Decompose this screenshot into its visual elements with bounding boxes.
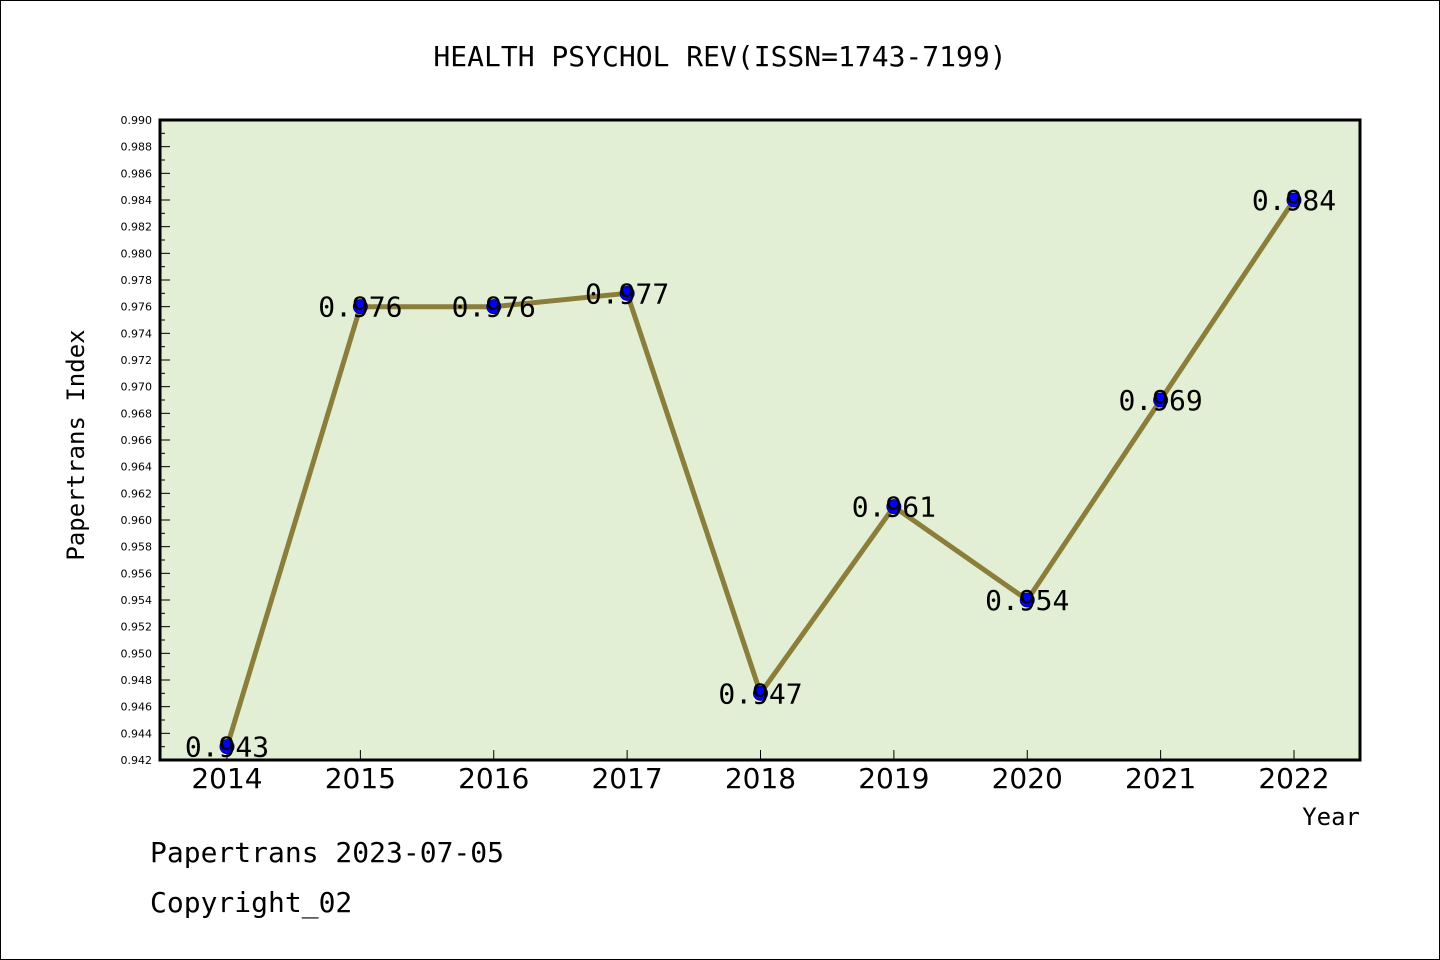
x-tick-label: 2020 bbox=[992, 762, 1063, 795]
y-tick-label: 0.984 bbox=[121, 194, 153, 207]
y-tick-label: 0.942 bbox=[121, 754, 153, 767]
chart-title: HEALTH PSYCHOL REV(ISSN=1743-7199) bbox=[433, 40, 1006, 73]
y-tick-label: 0.966 bbox=[121, 434, 153, 447]
x-tick-label: 2016 bbox=[458, 762, 529, 795]
data-label: 0.961 bbox=[852, 491, 936, 524]
data-point bbox=[1019, 592, 1035, 608]
x-axis: 2014 2015 2016 2017 2018 2019 2020 2021 2022 bbox=[191, 750, 1330, 795]
data-label: 0.947 bbox=[718, 677, 802, 710]
y-tick-label: 0.990 bbox=[121, 114, 153, 127]
data-point bbox=[619, 285, 635, 301]
footer-copyright: Copyright_02 bbox=[150, 886, 353, 919]
data-point bbox=[1286, 192, 1302, 208]
data-label: 0.969 bbox=[1118, 384, 1202, 417]
data-point bbox=[352, 299, 368, 315]
y-tick-label: 0.982 bbox=[121, 221, 153, 234]
y-tick-label: 0.974 bbox=[121, 327, 153, 340]
data-point bbox=[219, 739, 235, 755]
data-label: 0.954 bbox=[985, 584, 1069, 617]
x-tick-label: 2019 bbox=[858, 762, 929, 795]
plot-area bbox=[158, 118, 1362, 762]
data-point bbox=[486, 299, 502, 315]
y-tick-label: 0.976 bbox=[121, 301, 153, 314]
y-tick-label: 0.970 bbox=[121, 381, 153, 394]
y-tick-label: 0.968 bbox=[121, 407, 153, 420]
y-tick-label: 0.988 bbox=[121, 141, 153, 154]
data-point bbox=[886, 499, 902, 515]
y-tick-label: 0.986 bbox=[121, 167, 153, 180]
x-tick-label: 2018 bbox=[725, 762, 796, 795]
y-tick-label: 0.956 bbox=[121, 567, 153, 580]
y-axis-label: Papertrans Index bbox=[62, 329, 90, 560]
x-axis-label: Year bbox=[1302, 803, 1360, 831]
data-label: 0.977 bbox=[585, 277, 669, 310]
x-tick-label: 2017 bbox=[591, 762, 662, 795]
x-tick-label: 2022 bbox=[1258, 762, 1329, 795]
y-tick-label: 0.946 bbox=[121, 701, 153, 714]
data-point bbox=[753, 685, 768, 701]
data-point bbox=[1153, 392, 1169, 408]
y-tick-label: 0.958 bbox=[121, 541, 153, 554]
y-tick-label: 0.960 bbox=[121, 514, 153, 527]
data-label: 0.943 bbox=[185, 731, 269, 764]
y-tick-label: 0.944 bbox=[121, 727, 153, 740]
y-tick-label: 0.972 bbox=[121, 354, 153, 367]
y-tick-label: 0.954 bbox=[121, 594, 153, 607]
x-tick-label: 2014 bbox=[191, 762, 262, 795]
y-tick-label: 0.978 bbox=[121, 274, 153, 287]
footer-date: Papertrans 2023-07-05 bbox=[150, 836, 505, 869]
y-tick-label: 0.952 bbox=[121, 621, 153, 634]
data-label: 0.976 bbox=[452, 291, 536, 324]
data-labels: 0.943 0.976 0.976 0.977 0.947 0.961 0.954 0.969… bbox=[185, 184, 1336, 764]
y-axis: 0.942 0.944 0.946 0.948 0.950 0.952 0.954 0.956… bbox=[121, 114, 170, 767]
data-label: 0.984 bbox=[1252, 184, 1336, 217]
data-points bbox=[219, 192, 1302, 755]
y-tick-label: 0.964 bbox=[121, 461, 153, 474]
data-label: 0.976 bbox=[318, 291, 402, 324]
y-tick-label: 0.962 bbox=[121, 487, 153, 500]
y-tick-label: 0.948 bbox=[121, 674, 153, 687]
y-tick-label: 0.950 bbox=[121, 647, 153, 660]
y-tick-label: 0.980 bbox=[121, 247, 153, 260]
x-tick-label: 2015 bbox=[325, 762, 396, 795]
x-tick-label: 2021 bbox=[1125, 762, 1196, 795]
